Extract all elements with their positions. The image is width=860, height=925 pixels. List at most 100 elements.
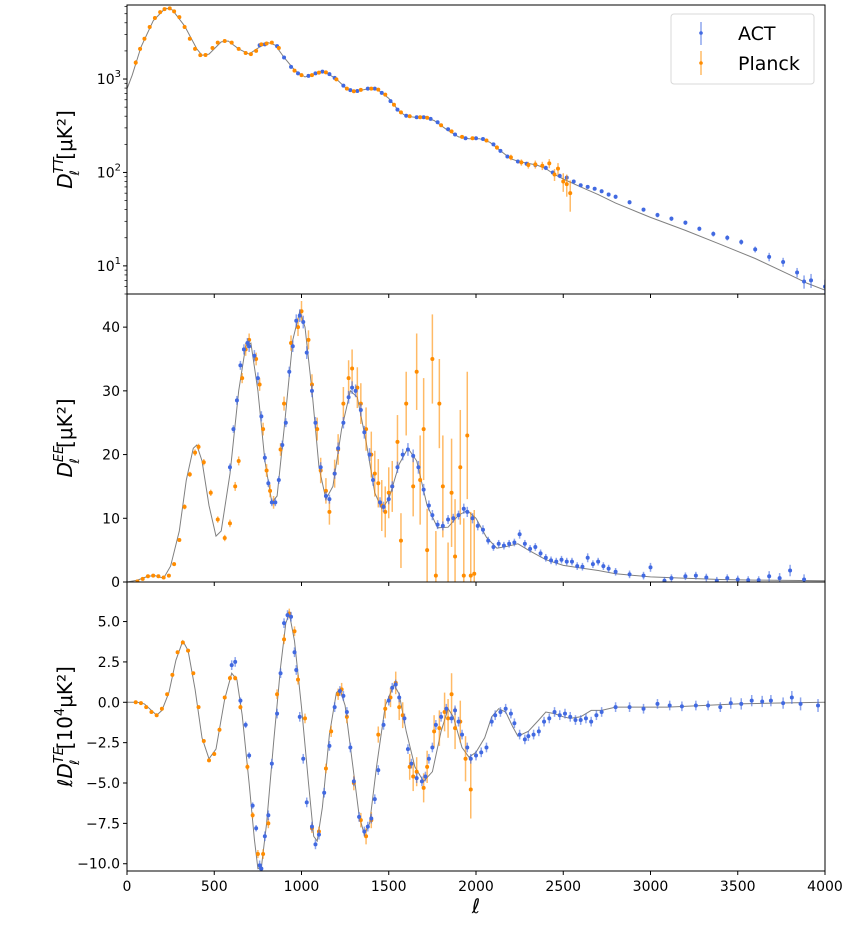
data-point-act (512, 721, 517, 726)
y-tick-label: −2.5 (86, 736, 120, 752)
data-point-act (353, 388, 358, 393)
data-point-act (301, 756, 306, 761)
data-point-act (746, 578, 751, 582)
data-point-act (585, 184, 590, 189)
data-point-act (332, 471, 337, 476)
data-point-act (446, 517, 451, 522)
data-point-act (440, 523, 445, 528)
data-point-act (816, 703, 821, 708)
data-point-planck (133, 700, 138, 705)
data-point-planck (266, 821, 271, 826)
series-planck-ee (135, 301, 477, 582)
data-point-planck (439, 123, 444, 128)
data-point-act (505, 154, 510, 159)
data-point-planck (472, 571, 477, 576)
data-point-act (250, 803, 255, 808)
data-point-act (269, 761, 274, 766)
data-point-act (404, 113, 409, 118)
data-point-act (276, 478, 281, 483)
data-point-planck (222, 536, 227, 541)
data-point-act (475, 523, 480, 528)
data-point-act (596, 559, 601, 564)
data-point-planck (418, 115, 423, 120)
data-point-act (456, 719, 461, 724)
data-point-planck (414, 369, 419, 374)
data-point-act (461, 506, 466, 511)
data-point-act (341, 693, 346, 698)
data-point-planck (145, 574, 150, 579)
data-point-planck (147, 25, 152, 30)
data-point-act (262, 455, 267, 460)
data-point-act (531, 732, 536, 737)
x-tick-label: 4000 (807, 879, 843, 895)
data-point-act (767, 254, 772, 259)
data-point-act (480, 137, 485, 142)
data-point-planck (177, 15, 182, 20)
data-point-act (451, 516, 456, 521)
series-act-te (229, 610, 821, 871)
data-point-act (266, 481, 271, 486)
data-point-act (231, 427, 236, 432)
data-point-planck (468, 787, 473, 792)
data-point-planck (282, 401, 287, 406)
data-point-act (538, 551, 543, 556)
data-point-act (802, 279, 807, 284)
data-point-act (247, 344, 252, 349)
data-point-act (351, 779, 356, 784)
data-point-act (578, 183, 583, 188)
data-point-planck (182, 25, 187, 30)
data-point-act (613, 705, 618, 710)
data-point-act (435, 522, 440, 527)
data-point-act (327, 743, 332, 748)
data-point-act (405, 747, 410, 752)
data-point-act (323, 493, 328, 498)
data-point-act (496, 541, 501, 546)
data-point-act (580, 564, 585, 569)
data-point-planck (193, 46, 198, 51)
data-point-planck (159, 706, 164, 711)
data-point-act (564, 559, 569, 564)
data-point-act (453, 708, 458, 713)
data-point-act (306, 73, 311, 78)
data-point-act (269, 500, 274, 505)
data-point-planck (329, 729, 334, 734)
data-point-planck (175, 650, 180, 655)
data-point-act (395, 465, 400, 470)
data-point-act (446, 127, 451, 132)
data-point-act (381, 722, 386, 727)
data-point-act (294, 318, 299, 323)
y-tick-label: 2.5 (98, 655, 120, 671)
data-point-planck (540, 163, 545, 168)
y-tick-label: 20 (102, 448, 120, 464)
data-point-act (474, 753, 478, 758)
data-point-planck (135, 579, 140, 582)
data-point-planck (327, 509, 332, 514)
data-point-act (357, 814, 362, 819)
data-point-planck (245, 764, 250, 769)
data-point-planck (154, 713, 159, 718)
data-point-planck (484, 138, 489, 143)
data-point-planck (243, 50, 248, 55)
data-point-act (344, 709, 349, 714)
data-point-act (304, 800, 309, 805)
data-point-planck (203, 52, 208, 57)
data-point-act (543, 165, 548, 170)
data-point-planck (316, 70, 321, 75)
data-point-planck (449, 692, 454, 697)
y-tick-label: −5.0 (86, 776, 120, 792)
data-point-act (369, 816, 374, 821)
data-point-planck (437, 401, 442, 406)
data-point-act (465, 509, 470, 514)
y-tick-label: 0 (111, 575, 120, 591)
data-point-act (252, 353, 257, 358)
data-point-planck (344, 86, 349, 91)
data-point-planck (449, 129, 454, 134)
data-point-act (362, 829, 367, 834)
data-point-act (378, 500, 383, 505)
data-point-act (725, 235, 730, 240)
data-point-act (528, 546, 533, 551)
data-point-planck (166, 573, 171, 578)
data-point-planck (217, 727, 222, 732)
data-point-planck (460, 134, 465, 139)
